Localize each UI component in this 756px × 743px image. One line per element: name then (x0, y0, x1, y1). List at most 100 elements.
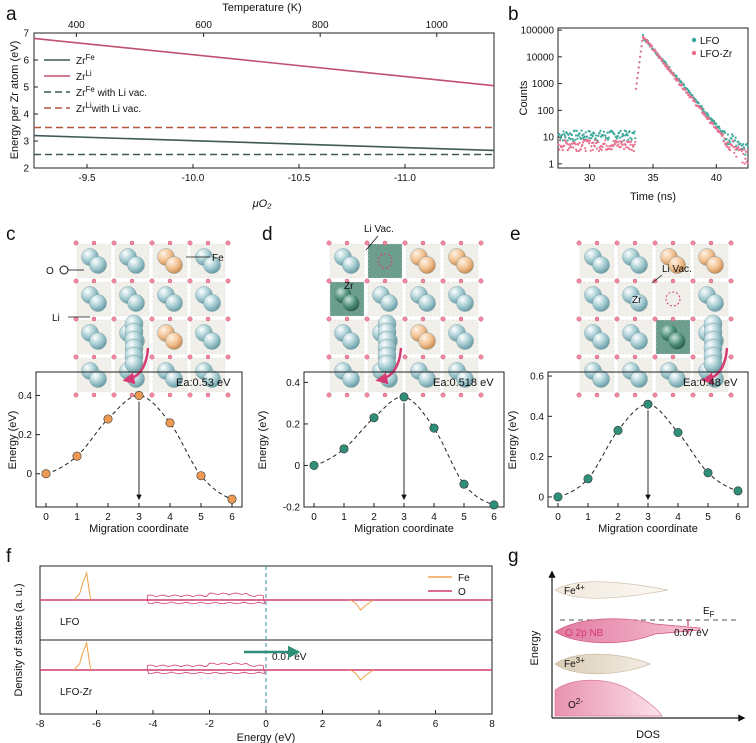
chart-d-xlabel: Migration coordinate (354, 523, 454, 535)
chart-b-point-LFO-Zr (564, 140, 567, 143)
chart-b-point-LFO (595, 134, 598, 137)
oxygen-atom (111, 240, 117, 246)
chart-b-point-LFO (742, 143, 745, 146)
chart-f-xtick-label: 6 (433, 719, 439, 730)
oxygen-atom (91, 278, 97, 284)
band-fe3-shape (554, 653, 651, 675)
oxygen-atom (73, 278, 79, 284)
chart-b-point-LFO-Zr (742, 148, 746, 151)
chart-b-point-LFO-Zr (633, 143, 636, 146)
chart-b-point-LFO (737, 140, 740, 143)
metal-atom (89, 332, 107, 350)
chart-b-point-LFO-Zr (570, 146, 573, 149)
chart-e-point (553, 492, 563, 502)
oxygen-atom (708, 278, 714, 284)
oxygen-atom (73, 354, 79, 360)
chart-b-point-LFO (613, 133, 616, 136)
oxygen-atom (690, 278, 696, 284)
chart-b-point-LFO (728, 141, 732, 144)
chart-f-fe-dip (350, 669, 374, 681)
chart-b-point-LFO (590, 132, 594, 135)
oxygen-atom (129, 392, 135, 398)
li-vacancy-marker (665, 291, 681, 307)
chart-b-ytick-label: 1 (548, 159, 554, 170)
chart-a-toptick-label: 400 (68, 20, 85, 31)
oxygen-atom (73, 392, 79, 398)
chart-b-point-LFO (628, 130, 631, 133)
oxygen-atom (364, 278, 370, 284)
struct-e-zr-label: Zr (632, 295, 642, 306)
oxygen-atom (614, 392, 620, 398)
chart-b-point-LFO (625, 130, 628, 133)
chart-b-point-LFO (702, 108, 705, 111)
oxygen-atom (205, 316, 211, 322)
chart-b-point-LFO (727, 143, 730, 146)
chart-b-point-LFO-Zr (640, 45, 643, 48)
oxygen-atom (708, 392, 714, 398)
chart-b-point-LFO (618, 131, 621, 134)
chart-b-ytick-label: 10 (543, 133, 555, 144)
chart-b-point-LFO-Zr (663, 62, 666, 66)
chart-b-point-LFO (593, 132, 596, 135)
oxygen-atom (111, 316, 117, 322)
oxygen-atom (225, 316, 231, 322)
chart-b-point-LFO (574, 134, 578, 137)
chart-d-point (429, 423, 439, 433)
struct-e-vac-label: Li Vac. (662, 264, 692, 275)
panel-label-g: g (508, 546, 519, 567)
chart-d-point (369, 413, 379, 423)
chart-b-point-LFO (724, 131, 727, 134)
chart-f-o-dos (146, 662, 266, 675)
oxygen-atom (382, 240, 388, 246)
chart-b-point-LFO-Zr (723, 137, 726, 140)
oxygen-atom (91, 316, 97, 322)
metal-atom (127, 256, 145, 274)
chart-f-xlabel: Energy (eV) (237, 732, 296, 743)
chart-b-point-LFO (594, 137, 597, 140)
oxygen-atom (73, 240, 79, 246)
chart-b-point-LFO-Zr (563, 144, 566, 147)
chart-b-point-LFO (566, 139, 569, 142)
oxygen-atom (632, 278, 638, 284)
oxygen-atom (326, 240, 332, 246)
chart-b-point-LFO-Zr (600, 148, 603, 152)
chart-b-point-LFO (571, 137, 574, 141)
chart-e-point (703, 468, 713, 478)
oxygen-atom (440, 354, 446, 360)
chart-b-point-LFO (580, 129, 583, 132)
metal-atom (380, 294, 398, 312)
metal-atom (706, 294, 724, 312)
chart-b-point-LFO-Zr (641, 39, 644, 42)
chart-b-point-LFO-Zr (604, 139, 607, 142)
chart-b-point-LFO-Zr (558, 139, 562, 142)
chart-b-point-LFO (564, 136, 567, 139)
oxygen-atom (632, 240, 638, 246)
oxygen-atom (576, 278, 582, 284)
metal-atom (630, 256, 648, 274)
chart-c-ytick-label: 0.2 (18, 430, 32, 441)
chart-d-ytick-label: 0.2 (286, 419, 300, 430)
chart-b-legend-marker (691, 37, 697, 43)
oxygen-atom (728, 354, 734, 360)
chart-f-legend-label: Fe (458, 573, 470, 584)
chart-b-point-LFO-Zr (722, 140, 725, 143)
metal-atom (342, 256, 360, 274)
chart-b-point-LFO-Zr (593, 145, 596, 148)
chart-b-point-LFO (730, 137, 733, 140)
chart-b-point-LFO-Zr (636, 71, 640, 74)
chart-b-point-LFO-Zr (664, 64, 668, 67)
panel-label-c: c (6, 224, 16, 245)
oxygen-atom (728, 392, 734, 398)
chart-b-point-LFO-Zr (677, 79, 680, 82)
chart-d-point (399, 392, 409, 402)
oxygen-atom (690, 392, 696, 398)
chart-b-point-LFO (740, 144, 743, 147)
metal-atom (342, 332, 360, 350)
struct-e-vac-leader (651, 274, 663, 284)
oxygen-atom (149, 354, 155, 360)
oxygen-atom (478, 240, 484, 246)
oxygen-atom (167, 240, 173, 246)
chart-b-point-LFO-Zr (627, 146, 630, 149)
oxygen-atom (728, 316, 734, 322)
chart-b-point-LFO-Zr (572, 146, 575, 149)
